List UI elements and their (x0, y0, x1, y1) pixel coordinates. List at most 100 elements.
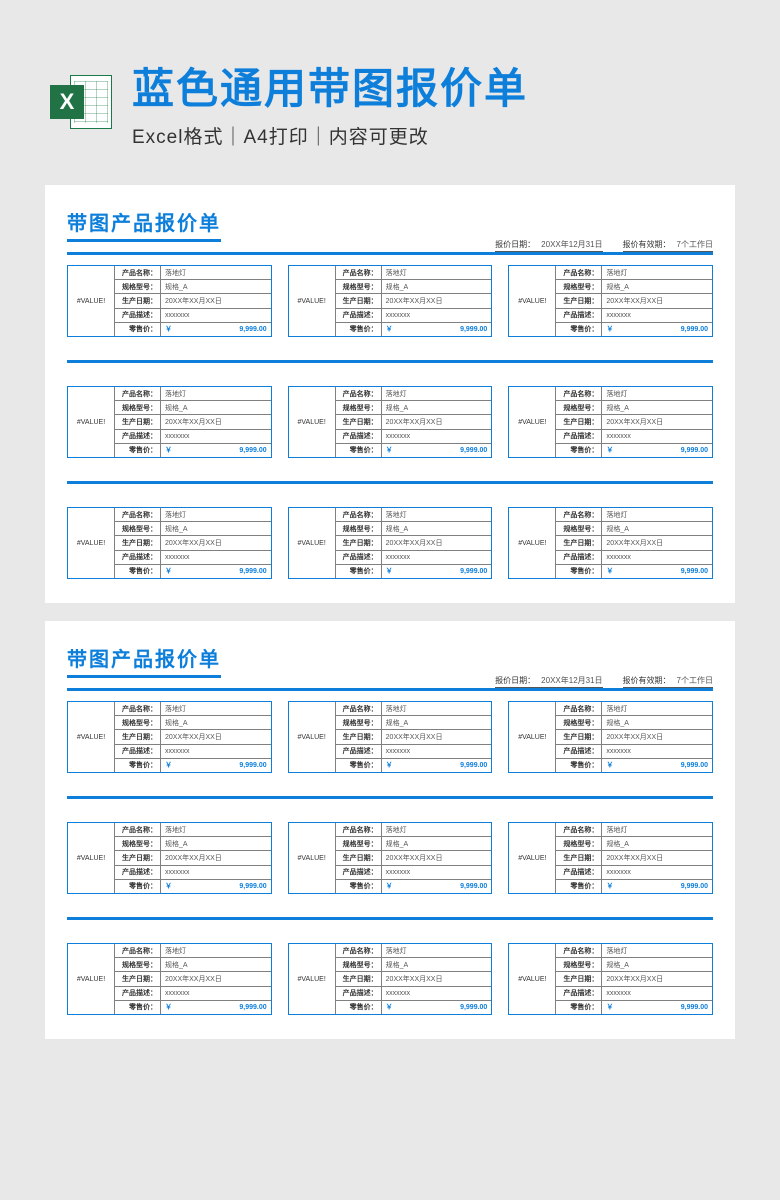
value-name: 落地灯 (161, 944, 271, 957)
product-card: #VALUE! 产品名称：落地灯 规格型号：规格_A 生产日期：20XX年XX月… (288, 265, 493, 337)
value-price: ￥9,999.00 (382, 1001, 492, 1014)
product-image-placeholder: #VALUE! (509, 508, 555, 578)
doc-meta: 报价日期：20XX年12月31日 报价有效期：7个工作日 (495, 239, 713, 252)
value-date: 20XX年XX月XX日 (382, 730, 492, 743)
label-model: 规格型号： (556, 522, 602, 535)
label-desc: 产品描述： (556, 745, 602, 758)
value-date: 20XX年XX月XX日 (602, 730, 712, 743)
label-name: 产品名称： (336, 387, 382, 400)
label-model: 规格型号： (115, 716, 161, 729)
label-price: 零售价： (556, 565, 602, 578)
label-date: 生产日期： (115, 972, 161, 985)
product-card: #VALUE! 产品名称：落地灯 规格型号：规格_A 生产日期：20XX年XX月… (67, 943, 272, 1015)
label-price: 零售价： (336, 759, 382, 772)
product-card: #VALUE! 产品名称：落地灯 规格型号：规格_A 生产日期：20XX年XX月… (288, 386, 493, 458)
product-image-placeholder: #VALUE! (68, 508, 114, 578)
product-card: #VALUE! 产品名称：落地灯 规格型号：规格_A 生产日期：20XX年XX月… (67, 822, 272, 894)
value-desc: xxxxxxx (382, 987, 492, 1000)
label-desc: 产品描述： (556, 987, 602, 1000)
meta-date-value: 20XX年12月31日 (541, 239, 602, 250)
meta-valid-value: 7个工作日 (677, 675, 713, 686)
doc-title: 带图产品报价单 (67, 643, 221, 678)
value-price: ￥9,999.00 (602, 444, 712, 457)
label-desc: 产品描述： (336, 745, 382, 758)
value-price: ￥9,999.00 (602, 880, 712, 893)
value-model: 规格_A (382, 958, 492, 971)
value-price: ￥9,999.00 (382, 759, 492, 772)
value-price: ￥9,999.00 (382, 323, 492, 336)
label-name: 产品名称： (556, 944, 602, 957)
value-model: 规格_A (382, 280, 492, 293)
product-image-placeholder: #VALUE! (509, 823, 555, 893)
label-date: 生产日期： (336, 415, 382, 428)
cards-grid: #VALUE! 产品名称：落地灯 规格型号：规格_A 生产日期：20XX年XX月… (67, 265, 713, 579)
value-name: 落地灯 (602, 266, 712, 279)
value-model: 规格_A (602, 522, 712, 535)
value-name: 落地灯 (602, 702, 712, 715)
product-image-placeholder: #VALUE! (289, 508, 335, 578)
label-date: 生产日期： (115, 294, 161, 307)
label-model: 规格型号： (556, 958, 602, 971)
label-date: 生产日期： (336, 730, 382, 743)
label-date: 生产日期： (336, 536, 382, 549)
value-model: 规格_A (382, 522, 492, 535)
label-model: 规格型号： (336, 280, 382, 293)
value-date: 20XX年XX月XX日 (382, 294, 492, 307)
meta-date-label: 报价日期： (495, 239, 535, 250)
value-desc: xxxxxxx (161, 551, 271, 564)
value-model: 规格_A (161, 280, 271, 293)
label-price: 零售价： (336, 880, 382, 893)
product-card: #VALUE! 产品名称：落地灯 规格型号：规格_A 生产日期：20XX年XX月… (508, 822, 713, 894)
value-desc: xxxxxxx (382, 309, 492, 322)
value-price: ￥9,999.00 (602, 565, 712, 578)
label-model: 规格型号： (336, 958, 382, 971)
value-date: 20XX年XX月XX日 (602, 851, 712, 864)
label-date: 生产日期： (336, 851, 382, 864)
product-card: #VALUE! 产品名称：落地灯 规格型号：规格_A 生产日期：20XX年XX月… (288, 701, 493, 773)
product-image-placeholder: #VALUE! (68, 266, 114, 336)
quotation-sheet: 带图产品报价单 报价日期：20XX年12月31日 报价有效期：7个工作日 #VA… (45, 185, 735, 603)
label-desc: 产品描述： (336, 987, 382, 1000)
value-date: 20XX年XX月XX日 (382, 415, 492, 428)
label-price: 零售价： (556, 323, 602, 336)
label-price: 零售价： (336, 565, 382, 578)
value-date: 20XX年XX月XX日 (382, 851, 492, 864)
label-date: 生产日期： (556, 972, 602, 985)
value-model: 规格_A (602, 401, 712, 414)
label-name: 产品名称： (115, 944, 161, 957)
product-image-placeholder: #VALUE! (289, 823, 335, 893)
product-card: #VALUE! 产品名称：落地灯 规格型号：规格_A 生产日期：20XX年XX月… (288, 943, 493, 1015)
label-price: 零售价： (556, 1001, 602, 1014)
label-desc: 产品描述： (556, 430, 602, 443)
product-card: #VALUE! 产品名称：落地灯 规格型号：规格_A 生产日期：20XX年XX月… (508, 265, 713, 337)
product-card: #VALUE! 产品名称：落地灯 规格型号：规格_A 生产日期：20XX年XX月… (67, 265, 272, 337)
value-price: ￥9,999.00 (382, 444, 492, 457)
product-image-placeholder: #VALUE! (509, 702, 555, 772)
label-date: 生产日期： (336, 972, 382, 985)
label-model: 规格型号： (115, 522, 161, 535)
label-desc: 产品描述： (115, 745, 161, 758)
product-card: #VALUE! 产品名称：落地灯 规格型号：规格_A 生产日期：20XX年XX月… (67, 386, 272, 458)
label-model: 规格型号： (115, 401, 161, 414)
meta-valid-label: 报价有效期： (623, 239, 671, 250)
row-divider (67, 917, 713, 920)
label-name: 产品名称： (556, 702, 602, 715)
label-model: 规格型号： (115, 837, 161, 850)
label-desc: 产品描述： (336, 551, 382, 564)
label-model: 规格型号： (556, 837, 602, 850)
value-date: 20XX年XX月XX日 (161, 851, 271, 864)
value-name: 落地灯 (382, 823, 492, 836)
value-model: 规格_A (161, 837, 271, 850)
meta-date-label: 报价日期： (495, 675, 535, 686)
value-price: ￥9,999.00 (382, 565, 492, 578)
value-price: ￥9,999.00 (161, 1001, 271, 1014)
label-price: 零售价： (115, 323, 161, 336)
label-price: 零售价： (336, 323, 382, 336)
label-model: 规格型号： (556, 716, 602, 729)
label-desc: 产品描述： (115, 866, 161, 879)
value-price: ￥9,999.00 (602, 323, 712, 336)
label-date: 生产日期： (115, 851, 161, 864)
label-date: 生产日期： (556, 294, 602, 307)
label-price: 零售价： (556, 880, 602, 893)
value-desc: xxxxxxx (382, 551, 492, 564)
